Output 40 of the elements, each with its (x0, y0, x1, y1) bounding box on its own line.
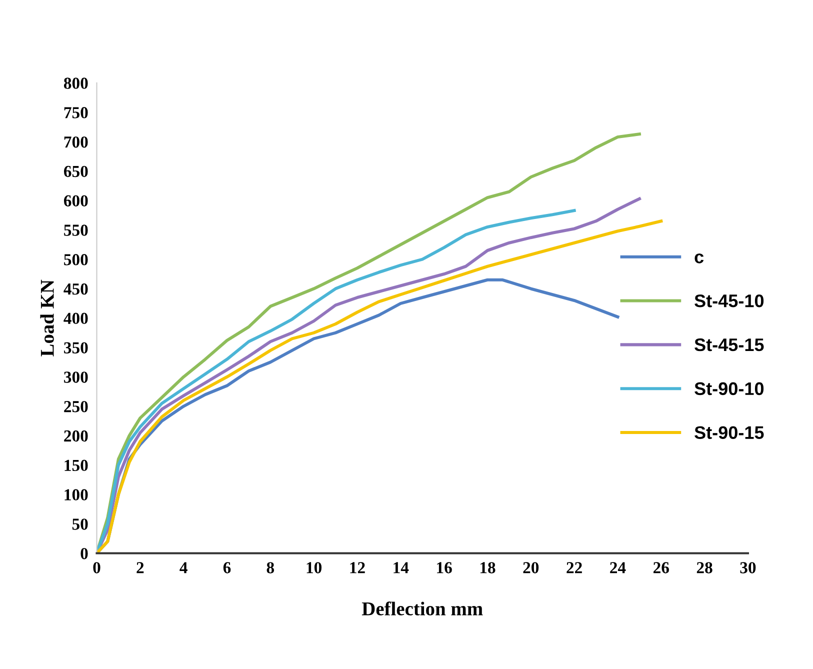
y-tick-label: 200 (64, 430, 88, 442)
y-tick-label: 350 (64, 342, 88, 354)
y-tick-label: 800 (64, 78, 88, 89)
x-tick-label: 26 (654, 562, 669, 574)
x-tick-label: 12 (350, 562, 365, 574)
x-tick-label: 28 (696, 562, 712, 574)
y-tick-label: 0 (80, 548, 88, 560)
x-tick-label: 20 (523, 562, 539, 574)
y-tick-label: 50 (72, 518, 88, 530)
y-tick-label: 550 (64, 224, 88, 236)
x-axis-title: Deflection mm (362, 602, 483, 616)
y-tick-label: 600 (64, 195, 88, 206)
x-tick-label: 8 (266, 562, 274, 574)
y-tick-label: 400 (64, 312, 88, 324)
x-tick-label: 2 (136, 562, 144, 574)
y-tick-label: 650 (64, 166, 88, 178)
x-tick-label: 6 (223, 562, 231, 574)
x-tick-label: 22 (566, 562, 582, 574)
y-tick-label: 700 (64, 136, 88, 148)
x-tick-label: 4 (180, 562, 188, 574)
y-tick-label: 250 (64, 400, 88, 412)
x-tick-label: 10 (306, 562, 322, 574)
y-tick-label: 300 (64, 372, 88, 383)
y-tick-label: 100 (64, 489, 88, 500)
x-tick-label: 24 (610, 562, 626, 574)
y-axis-title: Load KN (40, 280, 54, 356)
x-tick-label: 30 (740, 562, 756, 574)
legend-label: St-45-15 (694, 338, 764, 352)
x-tick-label: 18 (480, 562, 496, 574)
x-tick-label: 0 (93, 562, 100, 574)
y-tick-label: 450 (64, 283, 88, 295)
x-tick-label: 14 (394, 562, 409, 574)
legend-label: St-90-15 (694, 426, 764, 440)
y-tick-label: 750 (64, 107, 88, 118)
legend-label: St-90-10 (694, 382, 764, 396)
y-tick-label: 500 (64, 254, 88, 266)
x-tick-label: 16 (437, 562, 452, 574)
legend-label: c (694, 253, 704, 264)
legend-label: St-45-10 (694, 294, 764, 308)
y-tick-label: 150 (64, 460, 88, 472)
